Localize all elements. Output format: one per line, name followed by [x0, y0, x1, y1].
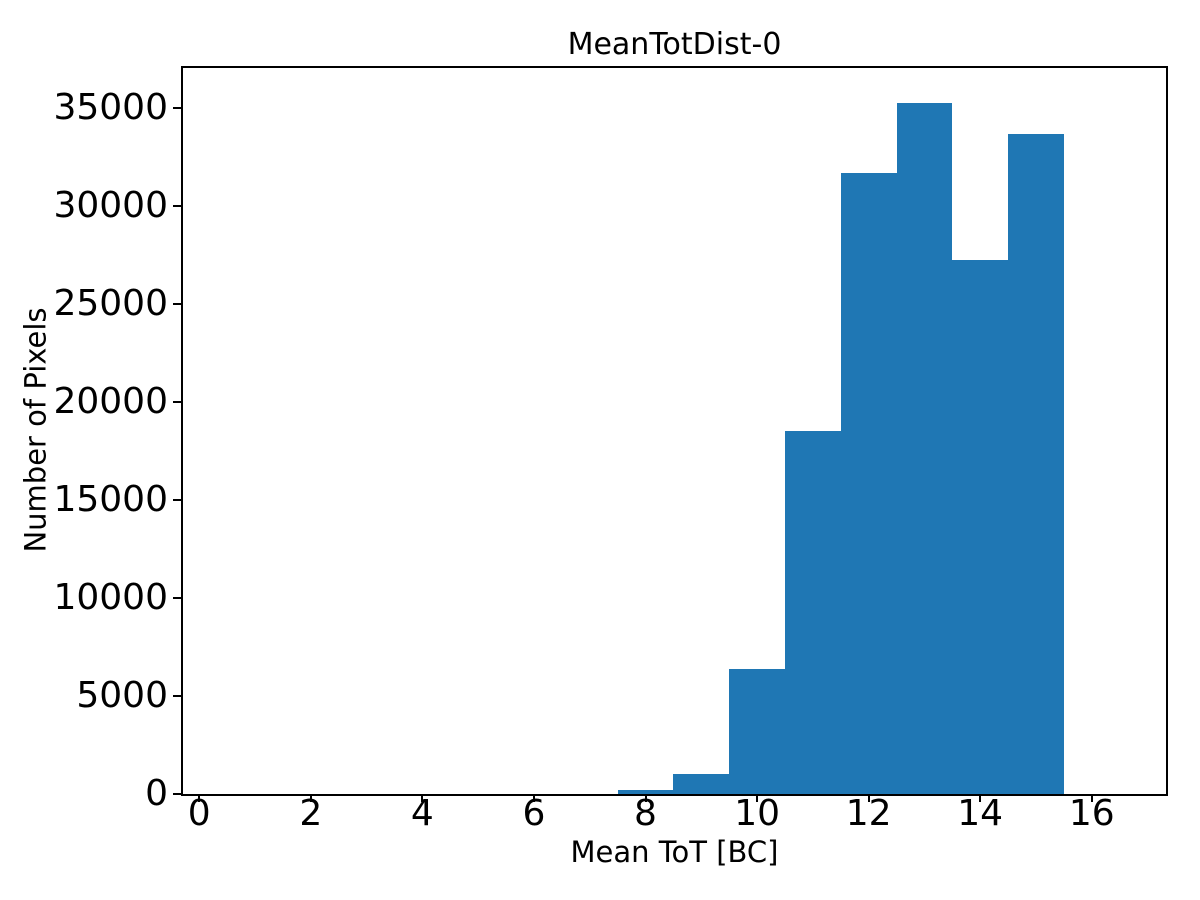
x-tick-mark: [1090, 794, 1093, 802]
x-tick-mark: [198, 794, 201, 802]
plot-area: [181, 66, 1168, 796]
x-tick-label: 6: [522, 793, 546, 834]
y-tick-mark: [173, 499, 181, 501]
x-axis-label: Mean ToT [BC]: [570, 835, 779, 869]
y-tick-mark: [173, 401, 181, 403]
x-tick-mark: [309, 794, 312, 802]
y-tick-label: 5000: [76, 675, 168, 716]
histogram-bar: [840, 173, 897, 794]
x-tick-label: 16: [1068, 793, 1115, 834]
y-tick-label: 20000: [53, 381, 168, 422]
y-tick-label: 15000: [53, 479, 168, 520]
y-tick-label: 0: [145, 773, 168, 814]
y-tick-mark: [173, 695, 181, 697]
y-tick-mark: [173, 303, 181, 305]
x-tick-mark: [867, 794, 870, 802]
x-tick-label: 8: [634, 793, 657, 834]
x-tick-label: 0: [187, 793, 211, 834]
chart-title: MeanTotDist-0: [567, 27, 782, 62]
y-tick-label: 10000: [53, 577, 168, 618]
y-tick-mark: [173, 793, 181, 795]
y-tick-label: 25000: [53, 283, 168, 324]
y-tick-mark: [173, 205, 181, 207]
x-tick-mark: [756, 794, 759, 802]
histogram-bar: [896, 103, 953, 794]
y-tick-label: 30000: [53, 185, 168, 226]
x-tick-mark: [979, 794, 982, 802]
histogram-bar: [673, 774, 730, 794]
y-tick-mark: [173, 597, 181, 599]
x-tick-label: 12: [845, 793, 892, 834]
histogram-bar: [952, 259, 1009, 794]
x-tick-label: 2: [299, 793, 323, 834]
y-tick-mark: [173, 107, 181, 109]
histogram-bar: [785, 431, 841, 794]
x-tick-label: 4: [410, 793, 434, 834]
x-tick-mark: [644, 794, 647, 802]
histogram-bar: [1008, 134, 1064, 794]
x-tick-label: 14: [957, 793, 1004, 834]
y-tick-label: 35000: [53, 87, 168, 128]
histogram-bar: [729, 668, 785, 794]
x-tick-label: 10: [734, 793, 780, 834]
x-tick-mark: [421, 794, 424, 802]
histogram-bar: [617, 789, 674, 794]
x-tick-mark: [532, 794, 535, 802]
